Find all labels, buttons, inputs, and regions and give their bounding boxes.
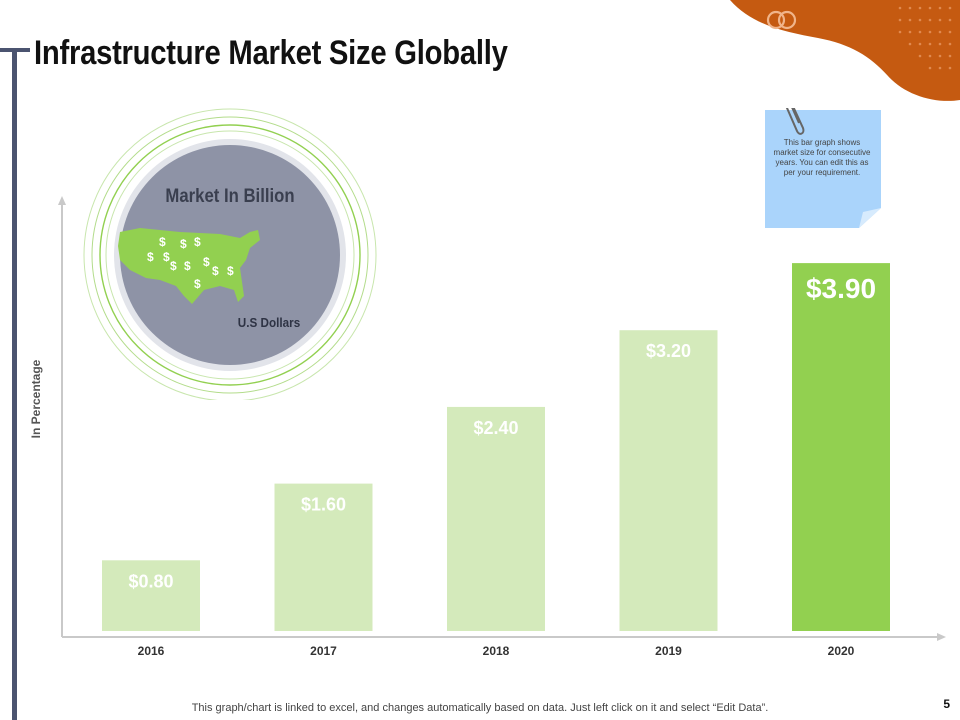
bar-2017 bbox=[274, 483, 373, 631]
x-tick-label-2018: 2018 bbox=[483, 644, 510, 658]
page-title: Infrastructure Market Size Globally bbox=[34, 34, 508, 72]
svg-text:$: $ bbox=[184, 259, 191, 273]
data-label-2018: $2.40 bbox=[473, 418, 518, 438]
data-label-2019: $3.20 bbox=[646, 341, 691, 361]
rings-icon bbox=[766, 10, 797, 30]
bar-2018 bbox=[447, 406, 545, 631]
svg-text:$: $ bbox=[159, 235, 166, 249]
x-tick-label-2016: 2016 bbox=[138, 644, 165, 658]
x-tick-label-2019: 2019 bbox=[655, 644, 682, 658]
left-accent-tick bbox=[0, 48, 30, 52]
data-label-2020: $3.90 bbox=[806, 273, 876, 304]
page-number: 5 bbox=[943, 697, 950, 711]
y-axis-label: In Percentage bbox=[29, 359, 43, 439]
x-axis-arrow bbox=[937, 633, 946, 641]
svg-text:$: $ bbox=[163, 250, 170, 264]
svg-text:$: $ bbox=[212, 264, 219, 278]
footer-note: This graph/chart is linked to excel, and… bbox=[191, 702, 769, 714]
svg-text:$: $ bbox=[194, 235, 201, 249]
market-badge: $ $ $ $ $$ $ $$ $$ bbox=[83, 108, 377, 400]
bar-2020 bbox=[792, 263, 890, 631]
note-text: This bar graph shows market size for con… bbox=[773, 138, 871, 177]
bar-2019 bbox=[619, 330, 718, 631]
x-tick-label-2020: 2020 bbox=[828, 644, 855, 658]
orange-blob-decoration bbox=[730, 0, 960, 101]
badge-subtitle: U.S Dollars bbox=[237, 315, 301, 330]
data-label-2017: $1.60 bbox=[301, 495, 346, 515]
sticky-note bbox=[765, 108, 881, 228]
x-tick-label-2017: 2017 bbox=[310, 644, 337, 658]
svg-text:$: $ bbox=[147, 250, 154, 264]
badge-title: Market In Billion bbox=[165, 186, 295, 207]
y-axis-arrow bbox=[58, 196, 66, 205]
svg-text:$: $ bbox=[194, 277, 201, 291]
paperclip-icon bbox=[785, 108, 805, 135]
svg-text:$: $ bbox=[170, 259, 177, 273]
svg-text:$: $ bbox=[203, 255, 210, 269]
svg-text:$: $ bbox=[227, 264, 234, 278]
left-accent-rule bbox=[12, 48, 17, 720]
bar-2016 bbox=[102, 560, 200, 631]
svg-text:$: $ bbox=[180, 237, 187, 251]
data-label-2016: $0.80 bbox=[128, 571, 173, 591]
usa-map-dollar-icon: $ $ $ $ $$ $ $$ $$ bbox=[118, 228, 260, 304]
